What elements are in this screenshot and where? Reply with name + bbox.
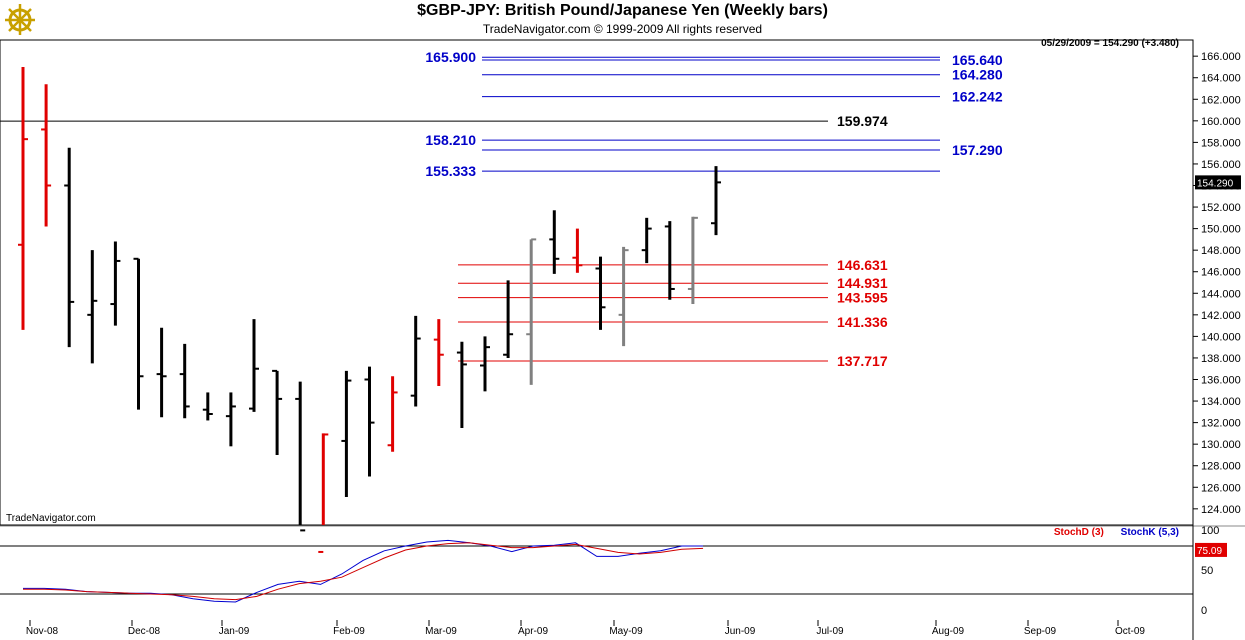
- chart-title: $GBP-JPY: British Pound/Japanese Yen (We…: [417, 2, 828, 19]
- y-tick-label: 126.000: [1201, 482, 1241, 494]
- stoch-tick-label: 100: [1201, 525, 1219, 537]
- level-label: 164.280: [952, 67, 1003, 83]
- y-tick-label: 158.000: [1201, 137, 1241, 149]
- x-tick-label: Apr-09: [518, 626, 548, 637]
- level-label: 143.595: [837, 290, 888, 306]
- stochd-legend: StochD (3): [1053, 527, 1104, 538]
- copyright-text: TradeNavigator.com © 1999-2009 All right…: [482, 22, 763, 36]
- y-tick-label: 132.000: [1201, 418, 1241, 430]
- y-tick-label: 124.000: [1201, 504, 1241, 516]
- y-tick-label: 160.000: [1201, 116, 1241, 128]
- y-tick-label: 128.000: [1201, 461, 1241, 473]
- y-tick-label: 136.000: [1201, 375, 1241, 387]
- last-price-label: 154.290: [1197, 178, 1234, 189]
- y-tick-label: 156.000: [1201, 159, 1241, 171]
- stoch-legend: StochD (3) StochK (5,3): [1054, 527, 1179, 538]
- level-label: 165.640: [952, 52, 1003, 68]
- y-tick-label: 138.000: [1201, 353, 1241, 365]
- x-tick-label: Oct-09: [1115, 626, 1145, 637]
- level-label: 165.900: [425, 49, 476, 65]
- x-tick-label: Nov-08: [26, 626, 59, 637]
- y-tick-label: 150.000: [1201, 224, 1241, 236]
- y-tick-label: 152.000: [1201, 202, 1241, 214]
- y-tick-label: 140.000: [1201, 331, 1241, 343]
- stoch-last-box: [1195, 542, 1227, 557]
- y-tick-label: 162.000: [1201, 94, 1241, 106]
- y-tick-label: 130.000: [1201, 439, 1241, 451]
- price-panel-frame: [0, 39, 1194, 526]
- x-tick-label: Jan-09: [219, 626, 250, 637]
- x-tick-label: Sep-09: [1024, 626, 1057, 637]
- x-tick-label: May-09: [609, 626, 643, 637]
- level-label: 146.631: [837, 257, 888, 273]
- level-label: 141.336: [837, 314, 888, 330]
- x-tick-label: Jun-09: [725, 626, 756, 637]
- x-tick-label: Jul-09: [816, 626, 844, 637]
- level-label: 162.242: [952, 89, 1003, 105]
- y-tick-label: 146.000: [1201, 267, 1241, 279]
- stochk-legend: StochK (5,3): [1120, 527, 1179, 538]
- watermark: TradeNavigator.com: [6, 513, 96, 524]
- stochd-line: [23, 542, 704, 601]
- level-label: 157.290: [952, 142, 1003, 158]
- stoch-tick-label: 0: [1201, 605, 1207, 617]
- last-price-box: [1195, 175, 1241, 190]
- stoch-last-label: 75.09: [1197, 546, 1222, 557]
- x-tick-label: Aug-09: [932, 626, 965, 637]
- y-tick-label: 142.000: [1201, 310, 1241, 322]
- level-label: 137.717: [837, 353, 888, 369]
- y-tick-label: 144.000: [1201, 288, 1241, 300]
- ship-wheel-logo[interactable]: [2, 2, 38, 36]
- level-label: 144.931: [837, 275, 888, 291]
- level-label: 159.974: [837, 113, 888, 129]
- x-tick-label: Feb-09: [333, 626, 365, 637]
- stoch-tick-label: 50: [1201, 565, 1213, 577]
- y-tick-label: 134.000: [1201, 396, 1241, 408]
- x-tick-label: Dec-08: [128, 626, 161, 637]
- level-label: 158.210: [425, 132, 476, 148]
- y-tick-label: 164.000: [1201, 73, 1241, 85]
- level-label: 155.333: [425, 163, 476, 179]
- x-tick-label: Mar-09: [425, 626, 457, 637]
- date-stamp: 05/29/2009 = 154.290 (+3.480): [1041, 38, 1179, 49]
- y-tick-label: 148.000: [1201, 245, 1241, 257]
- y-tick-label: 166.000: [1201, 51, 1241, 63]
